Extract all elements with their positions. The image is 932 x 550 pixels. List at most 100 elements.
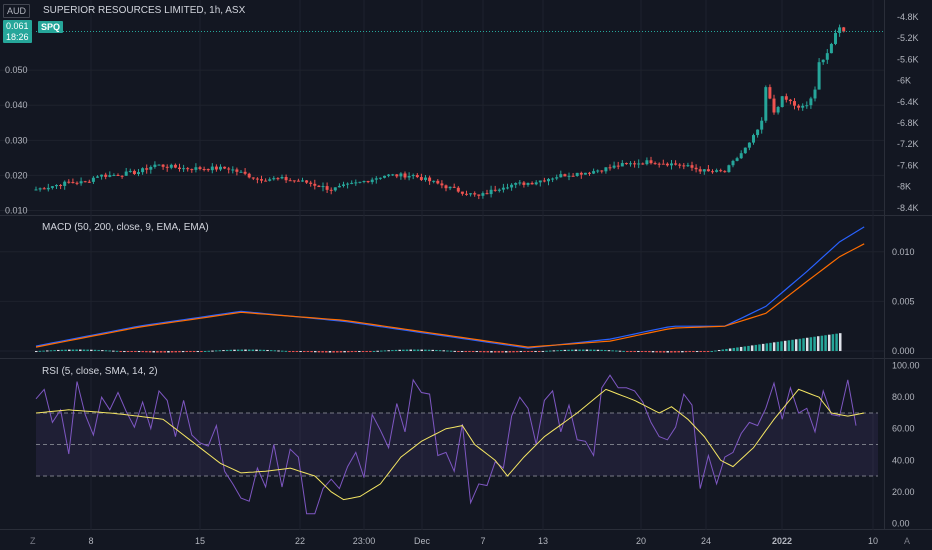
candle-body — [719, 170, 723, 172]
macd-histogram-bar — [303, 351, 306, 353]
candle-body — [432, 180, 436, 182]
candle-body — [153, 164, 157, 167]
macd-histogram-bar — [761, 343, 765, 352]
macd-histogram-bar — [615, 350, 618, 352]
macd-histogram-bar — [75, 349, 78, 352]
candle-body — [661, 163, 665, 165]
price-badge: 0.061 — [3, 20, 32, 32]
candle-body — [465, 193, 468, 195]
candle-body — [444, 185, 448, 189]
macd-histogram-bar — [336, 351, 339, 353]
macd-histogram-bar — [402, 349, 405, 352]
candle-body — [485, 193, 489, 195]
candle-body — [383, 175, 386, 178]
macd-histogram-bar — [229, 349, 233, 352]
candle-body — [559, 174, 563, 178]
candle-body — [268, 179, 272, 181]
macd-histogram-bar — [559, 350, 563, 352]
macd-histogram-bar — [247, 349, 251, 352]
macd-histogram-bar — [361, 351, 365, 353]
macd-histogram-bar — [578, 349, 581, 352]
macd-histogram-bar — [747, 345, 750, 352]
macd-histogram-bar — [218, 350, 222, 352]
macd-histogram-bar — [123, 351, 126, 353]
zoom-icon[interactable]: Z — [30, 536, 36, 546]
candle-body — [604, 167, 608, 172]
macd-tick-label: 0.005 — [892, 296, 915, 306]
candle-body — [169, 164, 173, 168]
macd-histogram-bar — [244, 349, 247, 352]
candle-body — [583, 172, 587, 175]
candle-body — [321, 186, 325, 188]
macd-histogram-bar — [159, 351, 163, 353]
candle-body — [817, 62, 821, 90]
macd-histogram-bar — [398, 349, 401, 352]
rsi-tick-label: 0.00 — [892, 518, 910, 528]
macd-histogram-bar — [119, 351, 122, 353]
macd-histogram-bar — [38, 350, 42, 352]
macd-histogram-bar — [479, 351, 482, 353]
candle-body — [514, 183, 518, 185]
macd-histogram-bar — [284, 350, 288, 352]
candle-body — [440, 183, 444, 186]
macd-histogram-bar — [497, 351, 501, 353]
macd-histogram-bar — [258, 349, 262, 352]
candle-body — [255, 178, 259, 180]
macd-histogram-bar — [46, 350, 49, 352]
macd-histogram-bar — [280, 350, 284, 352]
macd-histogram-bar — [464, 351, 468, 353]
macd-histogram-bar — [783, 340, 787, 352]
macd-histogram-bar — [537, 351, 541, 353]
macd-histogram-bar — [501, 351, 504, 353]
macd-histogram-bar — [196, 351, 200, 353]
candle-body — [588, 172, 591, 174]
rsi-tick-label: 100.00 — [892, 361, 920, 371]
candle-body — [243, 171, 247, 174]
candle-body — [497, 189, 501, 191]
x-tick-label: 2022 — [772, 536, 792, 546]
candle-body — [227, 168, 231, 170]
left-tick-label: 0.010 — [5, 205, 28, 215]
macd-histogram-bar — [629, 351, 633, 353]
right-tick-label: -6.4K — [897, 97, 919, 107]
currency-badge[interactable]: AUD — [3, 4, 31, 18]
macd-histogram-bar — [321, 351, 324, 353]
macd-histogram-bar — [548, 350, 552, 352]
right-tick-label: -7.2K — [897, 139, 919, 149]
candle-body — [292, 180, 296, 182]
macd-histogram-bar — [148, 351, 152, 353]
macd-histogram-bar — [571, 349, 574, 352]
macd-histogram-bar — [358, 351, 361, 353]
macd-histogram-bar — [251, 349, 255, 352]
macd-histogram-bar — [637, 351, 640, 353]
macd-histogram-bar — [604, 350, 607, 352]
macd-histogram-bar — [666, 351, 669, 353]
macd-histogram-bar — [343, 351, 346, 353]
macd-pane — [35, 226, 865, 353]
candle-body — [128, 170, 132, 172]
macd-histogram-bar — [582, 349, 585, 352]
candle-body — [350, 182, 354, 184]
candle-body — [132, 170, 136, 174]
macd-histogram-bar — [68, 349, 71, 352]
candle-body — [38, 188, 42, 190]
macd-histogram-bar — [545, 350, 548, 352]
right-tick-label: -8.4K — [897, 203, 919, 213]
macd-histogram-bar — [299, 351, 302, 353]
candle-body — [657, 163, 661, 165]
x-tick-label: Dec — [414, 536, 431, 546]
macd-histogram-bar — [839, 333, 842, 352]
auto-scale-icon[interactable]: A — [904, 536, 911, 546]
macd-histogram-bar — [156, 351, 159, 353]
macd-histogram-bar — [754, 344, 758, 352]
x-tick-label: 22 — [295, 536, 305, 546]
candle-body — [284, 176, 288, 181]
macd-histogram-bar — [328, 351, 332, 353]
candle-body — [555, 177, 559, 179]
macd-histogram-bar — [266, 349, 269, 352]
candle-body — [137, 172, 140, 174]
macd-histogram-bar — [350, 351, 354, 353]
macd-histogram-bar — [222, 350, 225, 352]
candle-body — [481, 193, 485, 196]
